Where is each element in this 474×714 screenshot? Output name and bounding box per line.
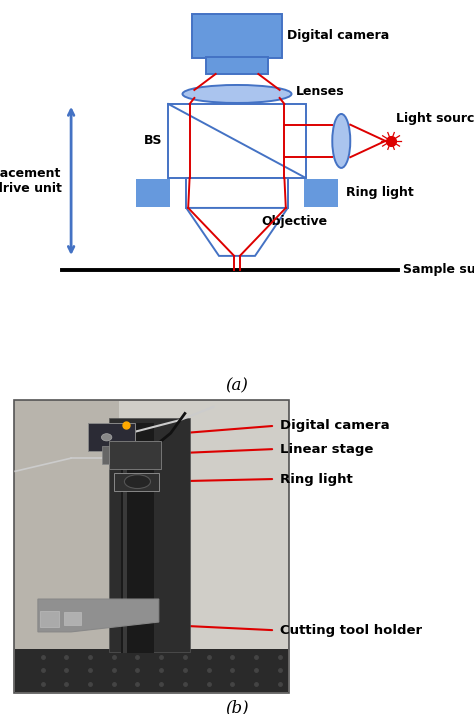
Bar <box>14 401 289 693</box>
Text: (b): (b) <box>225 699 249 714</box>
Text: BS: BS <box>144 134 163 148</box>
Text: Lenses: Lenses <box>296 86 345 99</box>
Bar <box>64 612 81 625</box>
Text: Objective: Objective <box>262 216 328 228</box>
Bar <box>40 610 59 627</box>
Bar <box>136 178 170 207</box>
Bar <box>206 57 268 74</box>
Bar <box>15 649 288 692</box>
Bar <box>118 401 288 692</box>
Bar <box>304 178 338 207</box>
Bar <box>109 441 161 469</box>
Ellipse shape <box>332 114 350 168</box>
Text: Ring light: Ring light <box>280 473 352 486</box>
Bar <box>109 418 190 652</box>
Text: Digital camera: Digital camera <box>287 29 389 43</box>
Polygon shape <box>186 208 288 256</box>
Text: Cutting tool holder: Cutting tool holder <box>280 624 422 637</box>
Bar <box>186 178 288 208</box>
Text: Sample surface: Sample surface <box>403 263 474 276</box>
Text: Displacement
drive unit: Displacement drive unit <box>0 167 62 195</box>
Text: Digital camera: Digital camera <box>280 419 389 432</box>
Text: (a): (a) <box>226 377 248 394</box>
Bar <box>114 473 159 491</box>
Text: Ring light: Ring light <box>346 186 413 199</box>
Ellipse shape <box>101 433 112 441</box>
Bar <box>123 423 127 653</box>
Polygon shape <box>38 599 159 632</box>
Bar <box>102 446 109 464</box>
Bar <box>192 14 282 58</box>
Bar <box>88 423 135 451</box>
Ellipse shape <box>124 475 151 488</box>
Ellipse shape <box>182 85 292 103</box>
Text: Linear stage: Linear stage <box>280 443 373 456</box>
Text: Light source: Light source <box>396 112 474 126</box>
Bar <box>168 104 306 178</box>
Bar <box>121 423 154 653</box>
